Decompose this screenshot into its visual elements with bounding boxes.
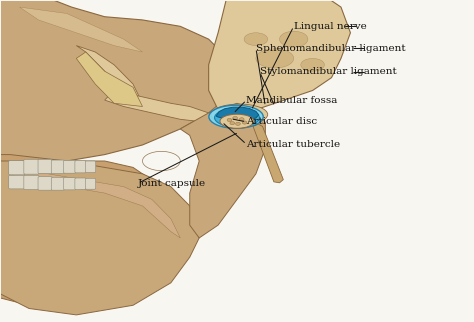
Circle shape [236, 122, 240, 125]
Polygon shape [76, 52, 143, 107]
Polygon shape [105, 90, 246, 129]
Ellipse shape [280, 31, 308, 47]
FancyBboxPatch shape [64, 178, 76, 190]
Polygon shape [180, 103, 265, 238]
Ellipse shape [211, 104, 268, 125]
FancyBboxPatch shape [9, 161, 25, 175]
FancyBboxPatch shape [64, 160, 76, 173]
FancyBboxPatch shape [51, 160, 64, 174]
FancyBboxPatch shape [51, 177, 64, 190]
Polygon shape [19, 7, 143, 52]
Circle shape [233, 117, 237, 120]
Polygon shape [0, 0, 237, 161]
FancyBboxPatch shape [9, 175, 25, 189]
Ellipse shape [301, 58, 324, 71]
Ellipse shape [256, 49, 294, 68]
Text: Joint capsule: Joint capsule [138, 179, 206, 188]
FancyBboxPatch shape [85, 178, 96, 189]
Text: Stylomandibular ligament: Stylomandibular ligament [260, 67, 396, 76]
Polygon shape [76, 46, 143, 103]
Circle shape [242, 121, 247, 124]
Polygon shape [0, 155, 161, 305]
Circle shape [230, 122, 235, 125]
FancyBboxPatch shape [24, 159, 39, 174]
FancyBboxPatch shape [75, 161, 86, 173]
Polygon shape [253, 124, 283, 183]
Ellipse shape [244, 33, 268, 46]
FancyBboxPatch shape [75, 178, 86, 190]
Polygon shape [0, 161, 199, 315]
Text: Lingual nerve: Lingual nerve [294, 22, 366, 31]
FancyBboxPatch shape [38, 177, 52, 190]
Text: Sphenomandibular ligament: Sphenomandibular ligament [256, 44, 406, 52]
Circle shape [239, 118, 244, 121]
FancyBboxPatch shape [38, 159, 52, 174]
Ellipse shape [143, 151, 180, 171]
Polygon shape [10, 174, 180, 238]
Polygon shape [209, 0, 350, 123]
Text: Mandibular fossa: Mandibular fossa [246, 96, 338, 105]
Ellipse shape [215, 109, 259, 127]
Ellipse shape [209, 105, 263, 128]
Ellipse shape [220, 114, 254, 128]
Text: Articular disc: Articular disc [246, 118, 318, 127]
Text: Articular tubercle: Articular tubercle [246, 140, 341, 149]
FancyBboxPatch shape [85, 161, 96, 173]
Polygon shape [216, 107, 259, 121]
Circle shape [227, 118, 232, 122]
FancyBboxPatch shape [24, 175, 39, 190]
